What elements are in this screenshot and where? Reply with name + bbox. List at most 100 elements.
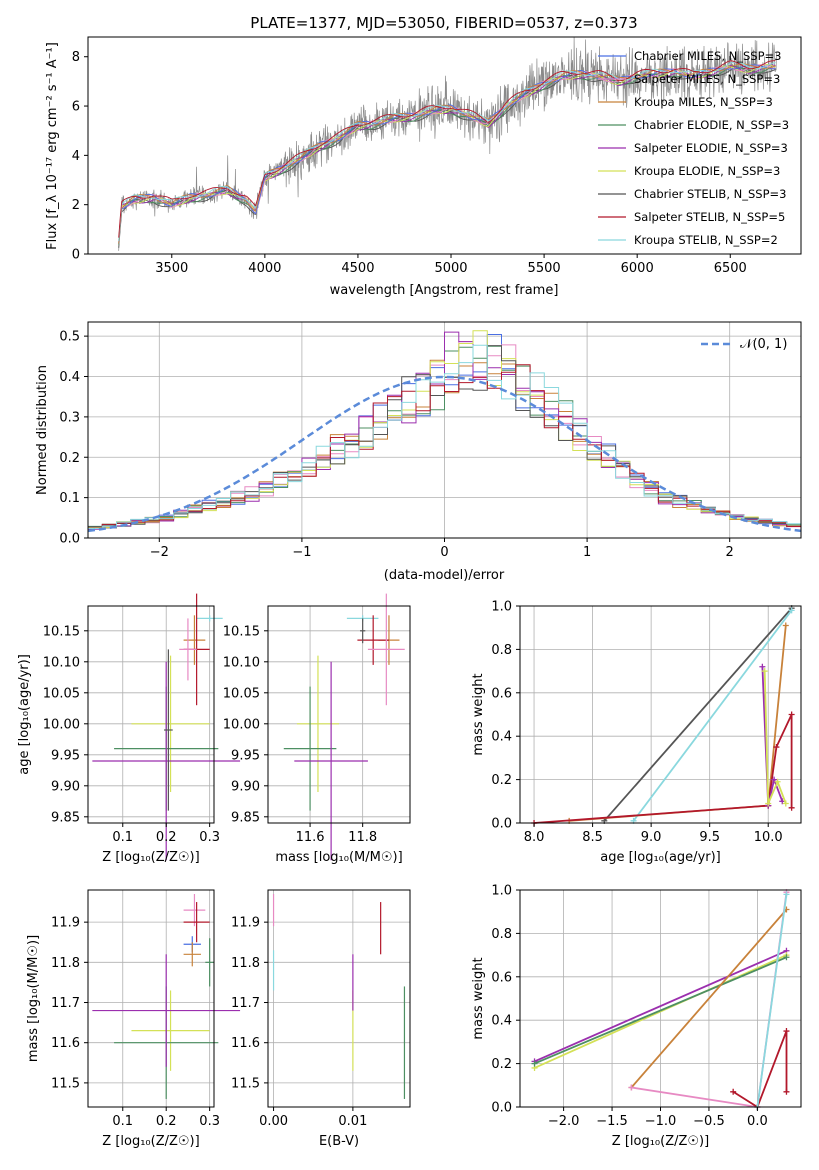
xlabel: Z [log₁₀(Z/Z☉)] xyxy=(102,1134,199,1149)
legend-label: Kroupa STELIB, N_SSP=2 xyxy=(634,233,778,247)
xtick-label: 0.1 xyxy=(112,1114,133,1129)
axes-frame xyxy=(267,889,411,1108)
ytick-label: 9.85 xyxy=(231,810,260,825)
ytick-label: 0.2 xyxy=(491,773,512,788)
massweight-marker xyxy=(628,1084,635,1091)
model-fit-line xyxy=(118,64,776,241)
residuals-ytick-label: 0.0 xyxy=(59,532,80,547)
ytick-label: 11.6 xyxy=(231,1036,260,1051)
legend-label: Chabrier MILES, N_SSP=3 xyxy=(634,49,781,63)
ytick-label: 0.4 xyxy=(491,730,512,745)
ytick-label: 11.9 xyxy=(51,916,80,931)
spectrum-ytick-label: 4 xyxy=(72,149,80,164)
legend-label: Salpeter ELODIE, N_SSP=3 xyxy=(634,141,788,155)
ytick-label: 1.0 xyxy=(491,600,512,615)
ylabel: age [log₁₀(age/yr)] xyxy=(17,654,32,775)
massweight-line xyxy=(761,666,784,806)
spectrum-title: PLATE=1377, MJD=53050, FIBERID=0537, z=0… xyxy=(250,14,637,32)
residuals-xlabel: (data-model)/error xyxy=(384,568,505,583)
ytick-label: 11.8 xyxy=(51,956,80,971)
xtick-label: 9.0 xyxy=(641,830,662,845)
xtick-label: 8.0 xyxy=(524,830,545,845)
residuals-panel: −2 −1 0 1 2 0.0 0.1 0.2 0.3 0.4 0.5 (data-model)/e… xyxy=(35,321,802,583)
ytick-label: 0.6 xyxy=(491,686,512,701)
ytick-label: 10.00 xyxy=(223,717,260,732)
residuals-legend: 𝒩(0, 1) xyxy=(701,337,787,352)
massweight-marker xyxy=(783,954,790,961)
spectrum-xtick-label: 4500 xyxy=(341,261,374,276)
residuals-ytick-label: 0.4 xyxy=(59,370,80,385)
ytick-label: 11.5 xyxy=(231,1076,260,1091)
massweight-line xyxy=(603,607,793,822)
massweight-marker xyxy=(782,622,789,629)
spectrum-legend: Chabrier MILES, N_SSP=3 Salpeter MILES, N… xyxy=(598,49,789,247)
ytick-label: 9.90 xyxy=(231,779,260,794)
xlabel: mass [log₁₀(M/M☉)] xyxy=(275,850,402,865)
spectrum-panel: PLATE=1377, MJD=53050, FIBERID=0537, z=0… xyxy=(45,14,802,298)
residuals-xtick-label: 2 xyxy=(726,545,734,560)
ytick-label: 0.8 xyxy=(491,643,512,658)
ytick-label: 9.90 xyxy=(51,779,80,794)
legend-label: Kroupa ELODIE, N_SSP=3 xyxy=(634,164,780,178)
ytick-label: 11.8 xyxy=(231,956,260,971)
ylabel: mass weight xyxy=(471,957,486,1039)
xlabel: Z [log₁₀(Z/Z☉)] xyxy=(102,850,199,865)
ytick-label: 0.4 xyxy=(491,1014,512,1029)
xtick-label: 11.6 xyxy=(296,830,325,845)
massweight-vs-age-panel: 8.0 8.5 9.0 9.5 10.0 0.0 0.2 0.4 0.6 0.8 1.0 age [l… xyxy=(471,600,802,865)
massweight-line xyxy=(630,908,788,1089)
age-vs-metallicity-panel: 0.1 0.2 0.3 9.85 9.90 9.95 10.00 10.05 10.10 10.1… xyxy=(17,593,241,865)
massweight-marker xyxy=(783,891,790,898)
residuals-ytick-label: 0.5 xyxy=(59,330,80,345)
ytick-label: 11.6 xyxy=(51,1036,80,1051)
normal-reference-legend-label: 𝒩(0, 1) xyxy=(740,337,787,352)
residuals-ylabel: Normed distribution xyxy=(35,365,50,495)
spectrum-lines xyxy=(118,36,777,251)
xtick-label: 0.2 xyxy=(156,1114,177,1129)
residuals-ytick-label: 0.3 xyxy=(59,410,80,425)
model-fit-line xyxy=(118,64,776,242)
spectrum-ytick-label: 6 xyxy=(72,100,80,115)
residual-histograms xyxy=(87,330,802,538)
residual-histogram xyxy=(87,344,801,538)
legend-label: Chabrier STELIB, N_SSP=3 xyxy=(634,187,786,201)
xtick-label: −1.0 xyxy=(645,1114,677,1129)
ytick-label: 10.10 xyxy=(223,655,260,670)
legend-label: Salpeter MILES, N_SSP=3 xyxy=(634,72,780,86)
spectrum-xtick-label: 5000 xyxy=(434,261,467,276)
massweight-marker xyxy=(783,1088,790,1095)
massweight-line xyxy=(756,894,788,1108)
ytick-label: 0.8 xyxy=(491,927,512,942)
massweight-marker xyxy=(730,1088,737,1095)
legend-label: Kroupa MILES, N_SSP=3 xyxy=(634,95,773,109)
axes-frame xyxy=(267,605,411,824)
ylabel: mass [log₁₀(M/M☉)] xyxy=(26,935,41,1062)
massweight-line xyxy=(763,671,787,804)
massweight-marker xyxy=(783,1028,790,1035)
ytick-label: 1.0 xyxy=(491,884,512,899)
massweight-marker xyxy=(773,744,780,751)
massweight-marker xyxy=(788,804,795,811)
massweight-line xyxy=(534,954,787,1069)
ytick-label: 11.5 xyxy=(51,1076,80,1091)
ytick-label: 0.0 xyxy=(491,817,512,832)
massweight-marker xyxy=(771,776,778,783)
model-fit-line xyxy=(118,64,776,242)
residuals-xtick-label: 1 xyxy=(583,545,591,560)
ylabel: mass weight xyxy=(471,673,486,755)
massweight-marker xyxy=(782,800,789,807)
xtick-label: 9.5 xyxy=(699,830,720,845)
xlabel: E(B-V) xyxy=(319,1134,359,1149)
age-vs-mass-panel: 11.6 11.8 9.85 9.90 9.95 10.00 10.05 10.10 10.15… xyxy=(223,593,411,865)
ytick-label: 10.05 xyxy=(43,686,80,701)
massweight-line xyxy=(732,1030,788,1109)
spectrum-ytick-label: 0 xyxy=(72,248,80,263)
ytick-label: 10.00 xyxy=(43,717,80,732)
ytick-label: 10.15 xyxy=(43,624,80,639)
axes-frame xyxy=(87,889,215,1108)
residuals-xtick-label: 0 xyxy=(440,545,448,560)
spectrum-xtick-label: 6000 xyxy=(621,261,654,276)
residuals-xtick-label: −1 xyxy=(292,545,311,560)
massweight-line xyxy=(534,949,787,1063)
